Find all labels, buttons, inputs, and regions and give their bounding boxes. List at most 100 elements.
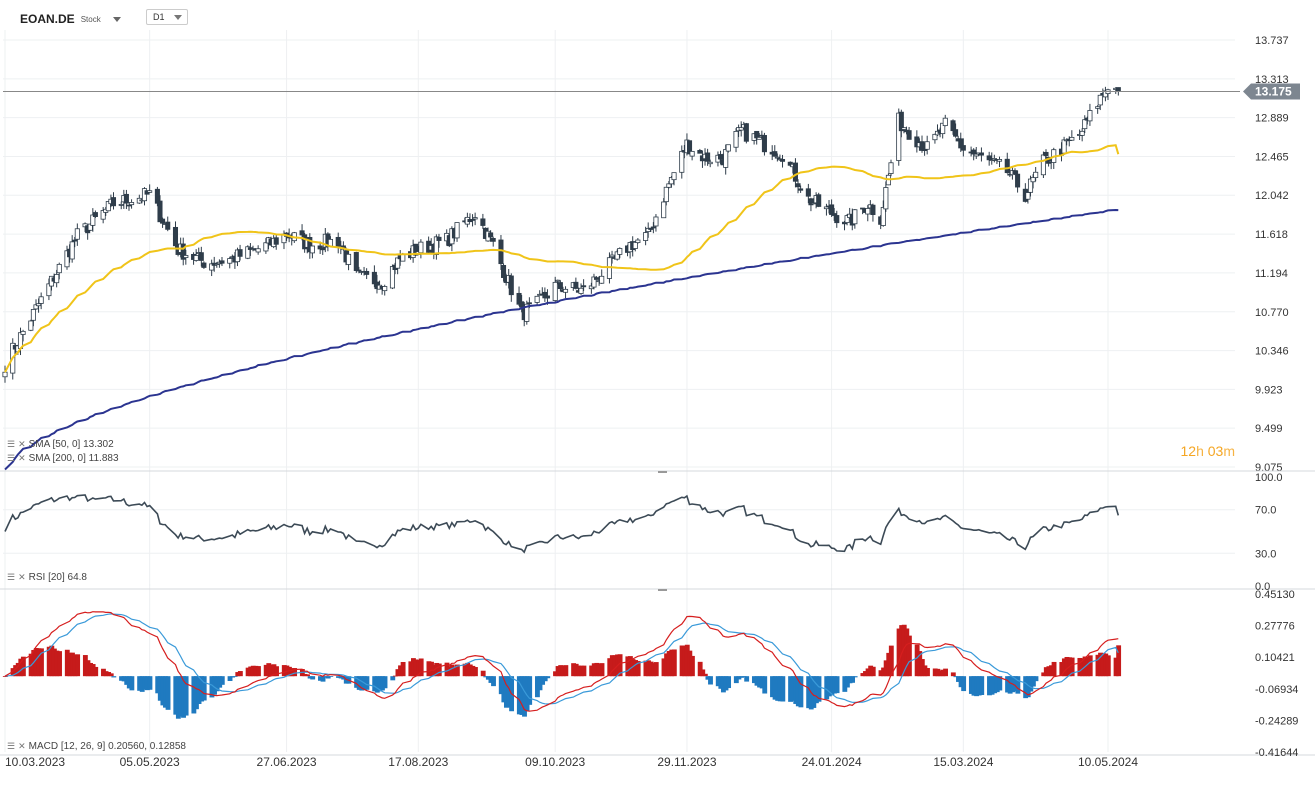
candle — [501, 265, 507, 278]
symbol-dropdown-icon[interactable] — [112, 16, 121, 22]
rsi-legend[interactable]: ☰ ✕ RSI [20] 64.8 — [7, 572, 87, 583]
macd-legend[interactable]: ☰ ✕ MACD [12, 26, 9] 0.20560, 0.12858 — [7, 741, 186, 752]
candle — [743, 123, 749, 142]
macd-histogram-bar — [175, 676, 181, 719]
macd-histogram-bar — [64, 649, 70, 677]
candle — [756, 136, 762, 140]
pane-resize-handle[interactable] — [658, 589, 667, 591]
macd-histogram-bar — [147, 676, 153, 690]
timer-hours: 12 — [1180, 443, 1197, 459]
macd-histogram-bar — [142, 676, 148, 690]
close-icon[interactable]: ✕ — [18, 741, 26, 751]
macd-histogram-bar — [878, 670, 884, 677]
macd-histogram-bar — [702, 673, 708, 677]
symbol-name[interactable]: EOAN.DE — [20, 12, 75, 26]
macd-histogram-bar — [119, 676, 124, 681]
candle-countdown: 12h 03m — [1180, 443, 1235, 459]
macd-histogram-bar — [488, 676, 494, 683]
macd-histogram-bar — [395, 669, 401, 677]
macd-histogram-bar — [483, 676, 489, 678]
candle — [787, 161, 793, 166]
close-icon[interactable]: ✕ — [18, 453, 26, 463]
macd-histogram-bar — [519, 676, 525, 715]
close-icon[interactable]: ✕ — [18, 439, 26, 449]
macd-histogram-bar — [865, 668, 871, 677]
macd-histogram-bar — [788, 676, 794, 702]
macd-histogram-bar — [447, 666, 453, 677]
candle — [2, 371, 8, 378]
candle — [635, 239, 641, 244]
macd-tick-label: 0.10421 — [1255, 652, 1295, 664]
macd-histogram-bar — [852, 676, 858, 678]
candle — [490, 238, 496, 242]
pane-resize-handle[interactable] — [658, 471, 667, 473]
sma200-legend[interactable]: ☰ ✕ SMA [200, 0] 11.883 — [7, 453, 119, 464]
macd-histogram-bar — [323, 676, 329, 678]
timeframe-select[interactable]: D1 — [146, 9, 188, 25]
macd-histogram-bar — [591, 663, 597, 677]
macd-histogram-bar — [1015, 676, 1021, 694]
sma50-legend[interactable]: ☰ ✕ SMA [50, 0] 13.302 — [7, 439, 114, 450]
candle — [498, 239, 504, 265]
price-tick-label: 12.465 — [1255, 152, 1289, 164]
macd-histogram-bar — [155, 676, 161, 694]
candle — [389, 266, 396, 289]
macd-histogram-bar — [411, 658, 416, 677]
sma50-line — [4, 144, 1120, 373]
candle — [263, 242, 269, 252]
macd-histogram-bar — [901, 624, 907, 677]
macd-histogram-bar — [775, 676, 781, 701]
menu-icon[interactable]: ☰ — [7, 439, 16, 449]
macd-tick-label: -0.06934 — [1255, 684, 1298, 696]
price-tick-label: 9.499 — [1255, 423, 1283, 435]
macd-histogram-bar — [181, 676, 186, 718]
macd-histogram-bar — [413, 659, 419, 677]
rsi-tick-label: 30.0 — [1255, 548, 1276, 560]
candle — [1087, 110, 1093, 122]
date-tick-label: 15.03.2024 — [933, 755, 993, 769]
price-tick-label: 10.770 — [1255, 307, 1289, 319]
candle — [661, 201, 667, 219]
macd-histogram-bar — [173, 676, 179, 715]
macd-histogram-bar — [953, 676, 959, 678]
candle — [534, 295, 540, 303]
menu-icon[interactable]: ☰ — [7, 741, 16, 751]
macd-histogram-bar — [235, 672, 241, 677]
candle — [648, 227, 654, 230]
macd-histogram-bar — [436, 663, 442, 677]
macd-histogram-bar — [194, 676, 199, 710]
macd-histogram-bar — [1051, 661, 1057, 677]
macd-histogram-bar — [553, 671, 558, 677]
macd-histogram-bar — [429, 661, 434, 677]
candle — [544, 295, 550, 299]
candle — [653, 216, 659, 227]
macd-histogram-bar — [302, 673, 308, 677]
macd-histogram-bar — [573, 663, 579, 677]
macd-histogram-bar — [596, 663, 602, 677]
macd-histogram-bar — [883, 660, 889, 677]
macd-histogram-bar — [72, 654, 78, 677]
macd-histogram-bar — [522, 676, 527, 717]
macd-histogram-bar — [558, 665, 564, 677]
macd-histogram-bar — [516, 676, 522, 715]
candle — [555, 279, 561, 282]
macd-histogram-bar — [103, 671, 109, 677]
macd-histogram-bar — [754, 676, 760, 686]
candle — [307, 237, 313, 253]
chevron-down-icon[interactable] — [174, 15, 182, 20]
candle — [237, 249, 243, 257]
macd-histogram-bar — [733, 676, 739, 684]
menu-icon[interactable]: ☰ — [7, 572, 16, 582]
candle — [356, 269, 362, 272]
date-tick-label: 09.10.2023 — [525, 755, 585, 769]
timer-minutes-unit: m — [1223, 443, 1235, 459]
candle — [526, 302, 532, 305]
macd-histogram-bar — [219, 676, 225, 685]
macd-histogram-bar — [925, 668, 930, 677]
symbol-header[interactable]: EOAN.DE Stock — [20, 10, 121, 28]
candle — [883, 187, 889, 210]
close-icon[interactable]: ✕ — [18, 572, 26, 582]
menu-icon[interactable]: ☰ — [7, 453, 16, 463]
